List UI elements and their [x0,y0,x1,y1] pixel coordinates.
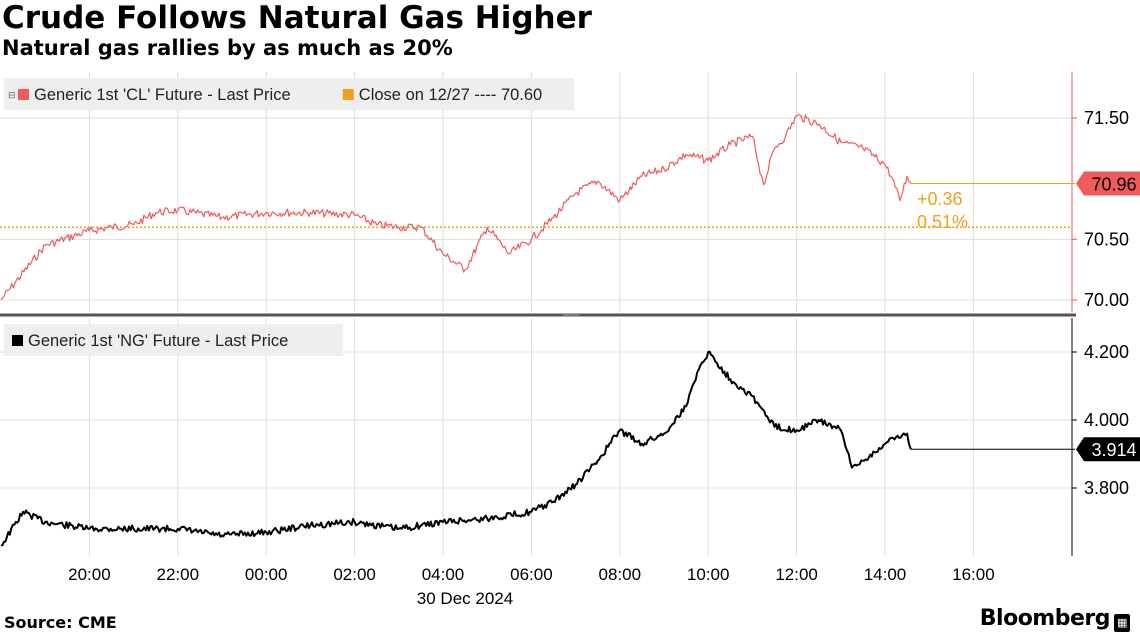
x-tick-label: 12:00 [775,565,818,584]
source-note: Source: CME [4,613,117,632]
x-tick-label: 14:00 [864,565,907,584]
y-tick-label: 70.50 [1084,229,1129,249]
change-pct-label: 0.51% [917,212,968,232]
legend-bg [4,78,575,110]
legend-swatch [342,89,354,100]
bloomberg-terminal-icon: ▦ [1114,614,1130,632]
legend-item: Generic 1st 'CL' Future - Last Price [34,86,291,104]
ng-price-line [0,350,912,547]
x-tick-label: 04:00 [422,565,465,584]
x-tick-label: 00:00 [245,565,288,584]
legend-swatch [18,89,29,100]
x-tick-label: 22:00 [157,565,200,584]
chart-title: Crude Follows Natural Gas Higher [2,0,592,36]
brand-label: Bloomberg [979,606,1111,631]
ng-legend: Generic 1st 'NG' Future - Last Price [4,324,343,356]
x-tick-label: 08:00 [599,565,642,584]
change-abs-label: +0.36 [917,189,963,209]
y-tick-label: 3.800 [1084,478,1129,498]
chart-subtitle: Natural gas rallies by as much as 20% [2,36,453,60]
x-tick-label: 16:00 [952,565,995,584]
last-value-badge-bg [1076,171,1140,196]
legend-item: Close on 12/27 ---- 70.60 [359,86,542,104]
collapse-icon: ⊟ [8,90,16,100]
x-date-label: 30 Dec 2024 [417,589,513,608]
last-value-badge-bg [1076,437,1140,462]
x-tick-label: 20:00 [68,565,111,584]
legend-swatch [12,335,23,346]
y-tick-label: 4.000 [1084,410,1129,430]
y-tick-label: 71.50 [1084,108,1129,128]
last-value-badge: 3.914 [1091,440,1136,460]
last-value-badge: 70.96 [1091,175,1136,195]
x-tick-label: 10:00 [687,565,730,584]
bloomberg-logo: Bloomberg ▦ [980,606,1130,632]
cl-price-line [0,114,912,301]
y-tick-label: 70.00 [1084,290,1129,310]
legend-item: Generic 1st 'NG' Future - Last Price [28,332,288,350]
y-tick-label: 4.200 [1084,342,1129,362]
x-tick-label: 02:00 [333,565,376,584]
cl-legend: ⊟ Generic 1st 'CL' Future - Last Price Clo… [4,78,575,110]
x-tick-label: 06:00 [510,565,553,584]
legend-bg [4,324,343,356]
